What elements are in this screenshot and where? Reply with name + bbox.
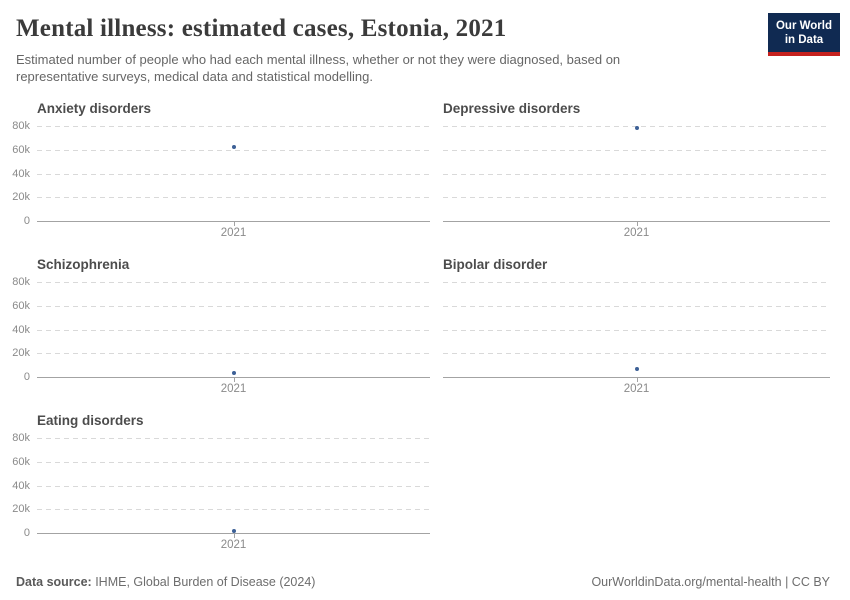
owid-logo[interactable]: Our World in Data xyxy=(768,13,840,56)
chart-panel-eating: Eating disorders 80k 60k 40k 20k 0 2021 xyxy=(12,412,430,551)
y-tick-label: 40k xyxy=(12,167,30,180)
gridline xyxy=(37,329,430,331)
gridline xyxy=(37,197,430,199)
y-tick-label: 20k xyxy=(12,503,30,516)
data-point[interactable] xyxy=(634,366,639,371)
owid-logo-line1: Our World xyxy=(775,20,832,32)
y-tick-label: 40k xyxy=(12,323,30,336)
chart-panel-bipolar: Bipolar disorder 2021 xyxy=(443,256,830,395)
x-axis-tick xyxy=(233,534,235,538)
data-point[interactable] xyxy=(231,145,236,150)
y-tick-label: 60k xyxy=(12,143,30,156)
chart-panel-depressive: Depressive disorders 2021 xyxy=(443,100,830,239)
y-tick-label: 40k xyxy=(12,479,30,492)
gridline xyxy=(37,461,430,463)
panel-title: Depressive disorders xyxy=(443,101,581,116)
gridline xyxy=(443,173,830,175)
chart-panel-anxiety: Anxiety disorders 80k 60k 40k 20k 0 2021 xyxy=(12,100,430,239)
gridline xyxy=(443,305,830,307)
y-tick-label: 80k xyxy=(12,432,30,444)
y-tick-label: 20k xyxy=(12,347,30,360)
footer-link[interactable]: OurWorldinData.org/mental-health xyxy=(591,575,782,589)
gridline xyxy=(37,149,430,151)
plot-area: 80k 60k 40k 20k 0 xyxy=(12,276,430,383)
gridline xyxy=(443,329,830,331)
x-axis-tick xyxy=(233,378,235,382)
panel-title: Bipolar disorder xyxy=(443,257,548,272)
gridline xyxy=(37,126,430,127)
footer: Data source: IHME, Global Burden of Dise… xyxy=(16,575,830,589)
x-axis-tick xyxy=(636,222,638,226)
gridline xyxy=(37,438,430,439)
y-tick-label: 80k xyxy=(12,120,30,132)
gridline xyxy=(37,509,430,511)
y-tick-label: 60k xyxy=(12,455,30,468)
footer-right: OurWorldinData.org/mental-health | CC BY xyxy=(591,575,830,589)
y-tick-label: 0 xyxy=(23,215,30,227)
page-subtitle: Estimated number of people who had each … xyxy=(16,52,621,84)
panel-title: Eating disorders xyxy=(37,413,144,428)
data-source-label: Data source: xyxy=(16,575,92,589)
plot-area xyxy=(443,126,830,226)
x-axis-label: 2021 xyxy=(220,383,247,395)
owid-logo-line2: in Data xyxy=(784,34,824,46)
gridline xyxy=(37,305,430,307)
gridline xyxy=(37,282,430,283)
gridline xyxy=(443,353,830,355)
footer-license: CC BY xyxy=(791,575,830,589)
footer-separator: | xyxy=(781,575,792,589)
gridline xyxy=(443,282,830,283)
chart-panel-schizophrenia: Schizophrenia 80k 60k 40k 20k 0 2021 xyxy=(12,256,430,395)
plot-area xyxy=(443,282,830,382)
gridline xyxy=(443,197,830,199)
y-tick-label: 20k xyxy=(12,191,30,204)
page-title: Mental illness: estimated cases, Estonia… xyxy=(16,15,507,42)
data-point[interactable] xyxy=(231,370,236,375)
x-axis-tick xyxy=(233,222,235,226)
data-point[interactable] xyxy=(634,126,639,131)
y-tick-label: 80k xyxy=(12,276,30,288)
x-axis-label: 2021 xyxy=(623,383,650,395)
data-point[interactable] xyxy=(231,528,236,533)
panel-title: Anxiety disorders xyxy=(37,101,152,116)
gridline xyxy=(37,353,430,355)
data-source-value: IHME, Global Burden of Disease (2024) xyxy=(91,575,316,589)
x-axis-label: 2021 xyxy=(220,539,247,551)
gridline xyxy=(37,173,430,175)
x-axis-tick xyxy=(636,378,638,382)
plot-area: 80k 60k 40k 20k 0 xyxy=(12,120,430,227)
gridline xyxy=(37,485,430,487)
data-source: Data source: IHME, Global Burden of Dise… xyxy=(16,575,315,589)
panel-title: Schizophrenia xyxy=(37,257,130,272)
small-multiples-grid: Anxiety disorders 80k 60k 40k 20k 0 2021 Dep… xyxy=(0,100,850,551)
y-tick-label: 0 xyxy=(23,527,30,539)
plot-area: 80k 60k 40k 20k 0 xyxy=(12,432,430,539)
gridline xyxy=(443,149,830,151)
y-tick-label: 60k xyxy=(12,299,30,312)
x-axis-label: 2021 xyxy=(623,227,650,239)
y-tick-label: 0 xyxy=(23,371,30,383)
x-axis-label: 2021 xyxy=(220,227,247,239)
